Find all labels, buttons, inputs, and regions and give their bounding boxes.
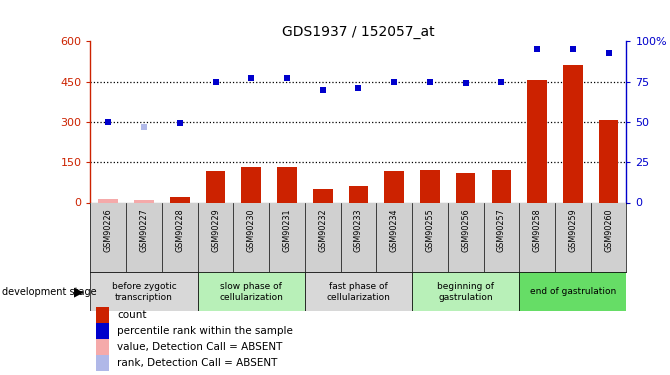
Bar: [96, 339, 109, 355]
Text: GSM90232: GSM90232: [318, 208, 327, 252]
Text: development stage: development stage: [2, 286, 96, 297]
Title: GDS1937 / 152057_at: GDS1937 / 152057_at: [282, 25, 435, 39]
Bar: [492, 170, 511, 202]
Bar: [96, 323, 109, 339]
Text: before zygotic
transcription: before zygotic transcription: [112, 282, 176, 302]
Bar: [277, 167, 297, 202]
Text: GSM90255: GSM90255: [425, 208, 434, 252]
Bar: [241, 167, 261, 202]
Text: GSM90256: GSM90256: [461, 208, 470, 252]
Bar: [348, 186, 369, 202]
Bar: [420, 170, 440, 202]
Text: GSM90234: GSM90234: [390, 208, 399, 252]
Text: end of gastrulation: end of gastrulation: [530, 287, 616, 296]
Text: slow phase of
cellularization: slow phase of cellularization: [219, 282, 283, 302]
Text: GSM90229: GSM90229: [211, 208, 220, 252]
Bar: [206, 171, 225, 202]
Text: GSM90260: GSM90260: [604, 208, 613, 252]
Bar: [599, 120, 618, 202]
Bar: [96, 355, 109, 371]
Text: GSM90231: GSM90231: [283, 208, 291, 252]
Bar: [170, 197, 190, 202]
Text: count: count: [117, 310, 147, 320]
Bar: [456, 174, 476, 202]
Text: GSM90226: GSM90226: [104, 208, 113, 252]
Text: GSM90230: GSM90230: [247, 208, 256, 252]
Text: fast phase of
cellularization: fast phase of cellularization: [326, 282, 391, 302]
Bar: [134, 200, 154, 202]
Bar: [385, 171, 404, 202]
Bar: [198, 272, 305, 311]
Bar: [313, 189, 332, 202]
Text: GSM90227: GSM90227: [139, 208, 149, 252]
Bar: [98, 199, 118, 202]
Bar: [90, 272, 198, 311]
Text: rank, Detection Call = ABSENT: rank, Detection Call = ABSENT: [117, 358, 277, 368]
Text: percentile rank within the sample: percentile rank within the sample: [117, 326, 293, 336]
Text: GSM90259: GSM90259: [568, 208, 578, 252]
Bar: [305, 272, 412, 311]
Bar: [519, 272, 626, 311]
Text: beginning of
gastrulation: beginning of gastrulation: [437, 282, 494, 302]
Text: GSM90228: GSM90228: [176, 208, 184, 252]
Bar: [96, 307, 109, 323]
Bar: [563, 65, 583, 203]
Bar: [412, 272, 519, 311]
Text: ▶: ▶: [74, 285, 84, 298]
Text: value, Detection Call = ABSENT: value, Detection Call = ABSENT: [117, 342, 283, 352]
Text: GSM90257: GSM90257: [497, 208, 506, 252]
Text: GSM90258: GSM90258: [533, 208, 541, 252]
Bar: [527, 80, 547, 203]
Text: GSM90233: GSM90233: [354, 208, 363, 252]
